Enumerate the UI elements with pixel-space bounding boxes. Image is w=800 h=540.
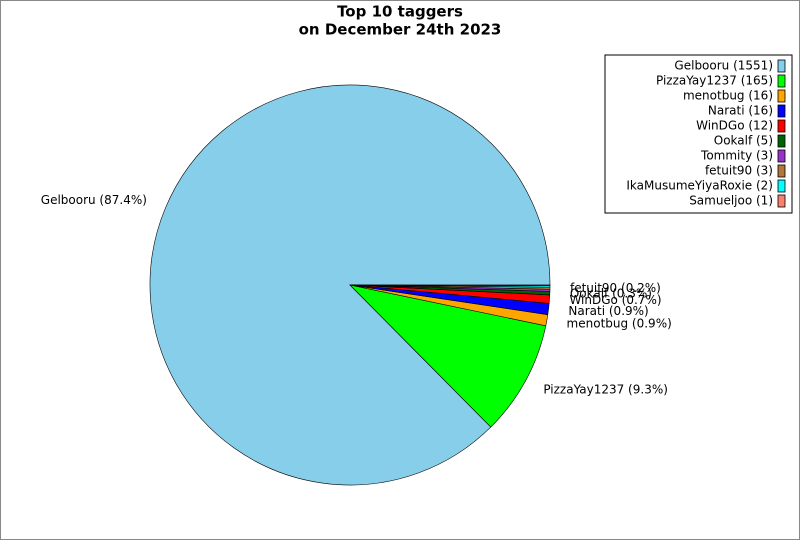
legend-label: fetuit90 (3) xyxy=(705,164,773,178)
legend-label: menotbug (16) xyxy=(683,89,773,103)
legend-label: Gelbooru (1551) xyxy=(674,59,773,73)
legend-label: Narati (16) xyxy=(708,104,773,118)
legend-swatch xyxy=(777,104,786,118)
chart-title: Top 10 taggers xyxy=(337,3,463,21)
legend-box xyxy=(604,54,793,214)
chart-subtitle: on December 24th 2023 xyxy=(299,21,502,39)
legend-label: IkaMusumeYiyaRoxie (2) xyxy=(626,179,773,193)
slice-label: Ookalf (0.3%) xyxy=(570,286,652,300)
legend-label: WinDGo (12) xyxy=(696,119,773,133)
legend-swatch xyxy=(777,164,786,178)
pie-slice xyxy=(349,284,551,287)
slice-label: Gelbooru (87.4%) xyxy=(41,193,147,207)
slice-label: fetuit90 (0.2%) xyxy=(570,281,661,295)
legend-swatch xyxy=(777,119,786,133)
legend-label: Ookalf (5) xyxy=(714,134,773,148)
slice-label: menotbug (0.9%) xyxy=(567,316,672,330)
slice-label: PizzaYay1237 (9.3%) xyxy=(543,383,668,397)
legend-label: PizzaYay1237 (165) xyxy=(656,74,773,88)
legend-swatch xyxy=(777,59,786,73)
pie-slice xyxy=(349,284,547,428)
legend-label: Tommity (3) xyxy=(700,149,773,163)
legend-label: Samueljoo (1) xyxy=(689,194,773,208)
legend-swatch xyxy=(777,194,786,208)
slice-label: WinDGo (0.7%) xyxy=(569,293,661,307)
legend-swatch xyxy=(777,149,786,163)
legend-swatch xyxy=(777,134,786,148)
legend-swatch xyxy=(777,89,786,103)
slice-label: Narati (0.9%) xyxy=(568,304,648,318)
legend-swatch xyxy=(777,74,786,88)
legend-swatch xyxy=(777,179,786,193)
